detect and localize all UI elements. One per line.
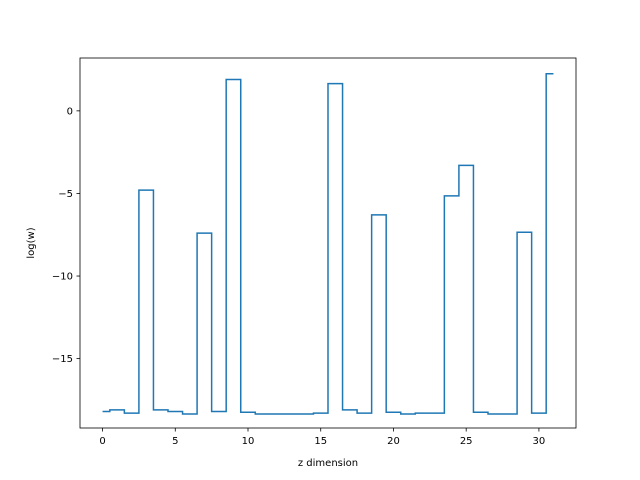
data-series-line [102,72,554,415]
y-tick-label: −10 [52,272,73,283]
y-tick-label: 0 [67,106,73,117]
y-ticks: 0 −5 −10 −15 [52,106,80,365]
x-axis-label: z dimension [298,458,358,469]
x-tick-label: 30 [533,436,546,447]
x-tick-label: 0 [99,436,105,447]
x-ticks: 0 5 10 15 20 25 30 [99,428,545,447]
x-tick-label: 5 [172,436,178,447]
x-tick-label: 10 [242,436,255,447]
x-tick-label: 15 [314,436,327,447]
y-tick-label: −15 [52,354,73,365]
y-tick-label: −5 [58,189,73,200]
y-axis-label: log(w) [26,227,37,258]
series-layer [102,72,554,415]
plot-frame [79,57,577,429]
x-tick-label: 20 [387,436,400,447]
x-tick-label: 25 [460,436,473,447]
